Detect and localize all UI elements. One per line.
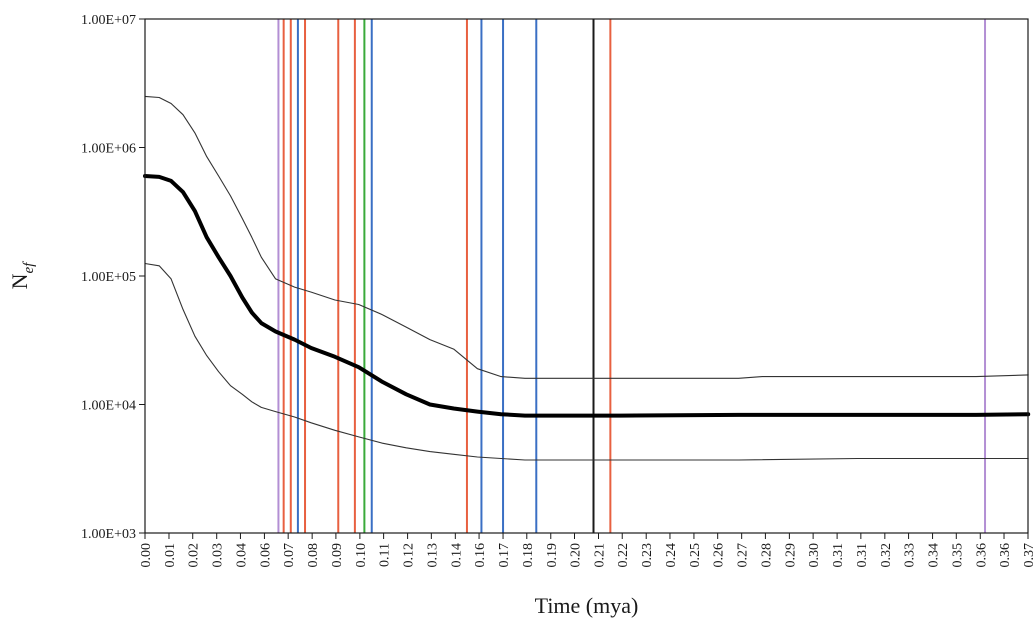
y-axis: 1.00E+03 1.00E+04 1.00E+05 1.00E+06 1.00E+07 — [81, 13, 145, 542]
y-tick-label: 1.00E+05 — [81, 270, 136, 285]
x-tick-label: 0.19 — [545, 543, 560, 568]
x-tick-label: 0.31 — [855, 543, 870, 568]
x-tick-label: 0.22 — [616, 543, 631, 568]
x-tick-label: 0.35 — [950, 543, 965, 568]
y-axis-title-subscript: ef — [21, 261, 37, 274]
x-tick-label: 0.16 — [473, 543, 488, 568]
x-tick-label: 0.36 — [974, 543, 989, 568]
x-tick-label: 0.00 — [139, 543, 154, 568]
x-tick-label: 0.21 — [592, 543, 607, 568]
x-tick-label: 0.06 — [258, 543, 273, 568]
x-tick-label: 0.37 — [1022, 543, 1034, 568]
x-tick-label: 0.27 — [736, 543, 751, 568]
series-line-lower — [144, 262, 1029, 461]
vertical-markers — [277, 19, 987, 533]
x-tick-label: 0.24 — [664, 543, 679, 568]
x-tick-label: 0.02 — [187, 543, 202, 568]
x-tick-label: 0.28 — [759, 543, 774, 568]
x-tick-label: 0.33 — [903, 543, 918, 568]
x-tick-label: 0.13 — [425, 543, 440, 568]
x-tick-label: 0.23 — [640, 543, 655, 568]
x-tick-label: 0.29 — [783, 543, 798, 568]
x-tick-label: 0.17 — [497, 543, 512, 568]
x-tick-label: 0.18 — [521, 543, 536, 568]
x-axis-title: Time (mya) — [535, 593, 639, 618]
y-tick-label: 1.00E+03 — [81, 527, 136, 542]
series-layer — [143, 95, 1031, 461]
x-tick-label: 0.26 — [712, 543, 727, 568]
x-tick-label: 0.09 — [330, 543, 345, 568]
x-tick-label: 0.08 — [306, 543, 321, 568]
y-tick-label: 1.00E+04 — [81, 399, 136, 414]
y-tick-label: 1.00E+07 — [81, 13, 136, 28]
x-tick-label: 0.04 — [234, 543, 249, 568]
x-tick-label: 0.11 — [378, 543, 393, 567]
y-axis-title: Nef — [7, 261, 37, 290]
y-tick-label: 1.00E+06 — [81, 142, 136, 157]
x-tick-label: 0.03 — [211, 543, 226, 568]
x-tick-label: 0.30 — [807, 543, 822, 568]
x-tick-label: 0.31 — [831, 543, 846, 568]
y-axis-title-main: N — [7, 273, 32, 289]
x-tick-label: 0.25 — [688, 543, 703, 568]
x-tick-label: 0.20 — [569, 543, 584, 568]
x-axis: 0.00 0.01 0.02 0.03 0.04 0.06 0.07 0.08 0.09 0.10… — [139, 533, 1034, 568]
x-tick-label: 0.36 — [998, 543, 1013, 568]
x-tick-label: 0.10 — [354, 543, 369, 568]
x-tick-label: 0.07 — [282, 543, 297, 568]
series-line-upper — [144, 95, 1029, 379]
series-line-median — [143, 174, 1031, 418]
x-tick-label: 0.01 — [163, 543, 178, 568]
x-tick-label: 0.12 — [402, 543, 417, 568]
x-tick-label: 0.32 — [879, 543, 894, 568]
x-tick-label: 0.34 — [927, 543, 942, 568]
x-tick-label: 0.14 — [449, 543, 464, 568]
